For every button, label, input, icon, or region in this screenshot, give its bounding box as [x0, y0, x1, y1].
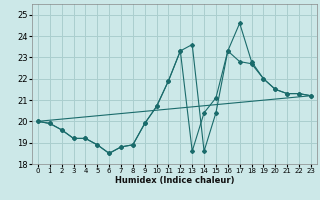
X-axis label: Humidex (Indice chaleur): Humidex (Indice chaleur)	[115, 176, 234, 185]
